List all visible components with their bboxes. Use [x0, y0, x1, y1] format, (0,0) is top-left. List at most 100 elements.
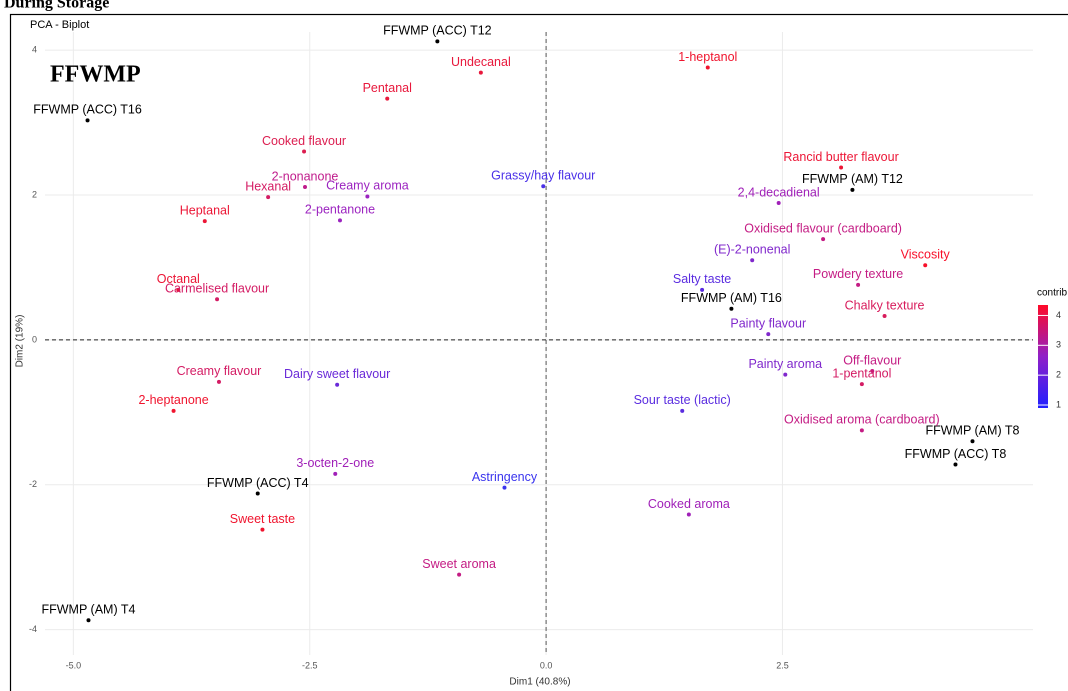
point: [215, 297, 220, 302]
point-label: FFWMP (AM) T8: [925, 424, 1019, 438]
y-tick-label: 4: [32, 44, 37, 54]
point-label: Sweet aroma: [422, 557, 496, 571]
point: [541, 184, 546, 189]
y-tick-label: -2: [29, 479, 37, 489]
point: [85, 118, 90, 123]
point-label: 1-pentanol: [832, 366, 891, 380]
point-label: Off-flavour: [843, 353, 901, 367]
point: [882, 313, 887, 318]
point: [870, 369, 875, 374]
point-label: Dairy sweet flavour: [284, 367, 390, 381]
point: [202, 219, 207, 224]
point-label: Astringency: [472, 470, 538, 484]
x-axis-title: Dim1 (40.8%): [509, 677, 570, 688]
point: [680, 408, 685, 413]
point-label: Salty taste: [673, 272, 731, 286]
point: [385, 96, 390, 101]
point: [776, 200, 781, 205]
point: [255, 491, 260, 496]
point: [705, 65, 710, 70]
point: [850, 187, 855, 192]
point: [686, 512, 691, 517]
point: [766, 332, 771, 337]
point-label: Creamy aroma: [326, 179, 409, 193]
point-label: 2-pentanone: [305, 203, 375, 217]
point: [266, 195, 271, 200]
point: [457, 572, 462, 577]
point-label: Undecanal: [451, 55, 511, 69]
point-label: 2-heptanone: [138, 393, 208, 407]
point: [729, 306, 734, 311]
point-label: Chalky texture: [845, 298, 925, 312]
point: [700, 287, 705, 292]
annotation: FFWMP: [50, 62, 141, 88]
point: [923, 263, 928, 268]
point: [365, 194, 370, 199]
point-label: Oxidised aroma (cardboard): [784, 413, 940, 427]
colorbar-tick-label: 4: [1056, 310, 1061, 320]
point: [171, 408, 176, 413]
chart-title: PCA - Biplot: [30, 19, 89, 31]
point: [821, 237, 826, 242]
point-label: Painty aroma: [748, 357, 822, 371]
point-label: FFWMP (ACC) T8: [905, 447, 1007, 461]
point-label: Powdery texture: [813, 267, 903, 281]
point-label: Cooked flavour: [262, 134, 346, 148]
colorbar-tick-label: 1: [1056, 399, 1061, 409]
x-tick-label: -5.0: [66, 660, 82, 670]
colorbar-tick-label: 2: [1056, 370, 1061, 380]
point: [303, 185, 307, 190]
point-label: FFWMP (ACC) T4: [207, 476, 309, 490]
point-label: Carmelised flavour: [165, 282, 269, 296]
y-axis-title: Dim2 (19%): [15, 315, 26, 368]
point: [783, 372, 788, 377]
x-tick-label: 0.0: [540, 660, 553, 670]
y-tick-label: -4: [29, 624, 37, 634]
point-label: FFWMP (AM) T12: [802, 172, 903, 186]
point-label: Oxidised flavour (cardboard): [744, 221, 902, 235]
point: [333, 471, 338, 476]
point: [502, 485, 507, 490]
point-label: FFWMP (ACC) T16: [33, 103, 142, 117]
colorbar-tick-label: 3: [1056, 340, 1061, 350]
point: [478, 70, 483, 75]
point-label: Sour taste (lactic): [634, 393, 731, 407]
point-label: Cooked aroma: [648, 497, 730, 511]
point-label: Creamy flavour: [177, 364, 262, 378]
point: [86, 618, 91, 623]
point-label: Viscosity: [901, 248, 951, 262]
point-label: Pentanal: [363, 81, 412, 95]
point-label: 3-octen-2-one: [296, 456, 374, 470]
point: [859, 382, 864, 387]
y-tick-label: 0: [32, 334, 37, 344]
point-label: FFWMP (ACC) T12: [383, 24, 492, 38]
point: [856, 282, 861, 287]
point: [216, 379, 221, 384]
point-label: Octanal: [157, 272, 200, 286]
point: [302, 149, 307, 154]
point: [750, 258, 755, 263]
caption: During Storage: [4, 0, 109, 12]
point: [859, 428, 864, 433]
point-label: 2,4-decadienal: [738, 185, 820, 199]
x-tick-label: -2.5: [302, 660, 318, 670]
point-label: Sweet taste: [230, 512, 295, 526]
point-label: 2-nonanone: [272, 169, 339, 183]
point-label: FFWMP (AM) T4: [41, 603, 135, 617]
point: [970, 439, 975, 444]
frame: [9, 13, 1068, 691]
point: [435, 39, 440, 44]
point-label: Hexanal: [245, 179, 291, 193]
point-label: Heptanal: [180, 203, 230, 217]
point: [337, 218, 342, 223]
point-label: Rancid butter flavour: [783, 150, 898, 164]
point-label: Painty flavour: [730, 316, 806, 330]
point: [260, 527, 265, 532]
y-tick-label: 2: [32, 189, 37, 199]
point-label: 1-heptanol: [678, 50, 737, 64]
point-label: FFWMP (AM) T16: [681, 291, 782, 305]
point: [953, 462, 958, 467]
x-tick-label: 2.5: [776, 660, 789, 670]
colorbar: [1038, 305, 1048, 408]
